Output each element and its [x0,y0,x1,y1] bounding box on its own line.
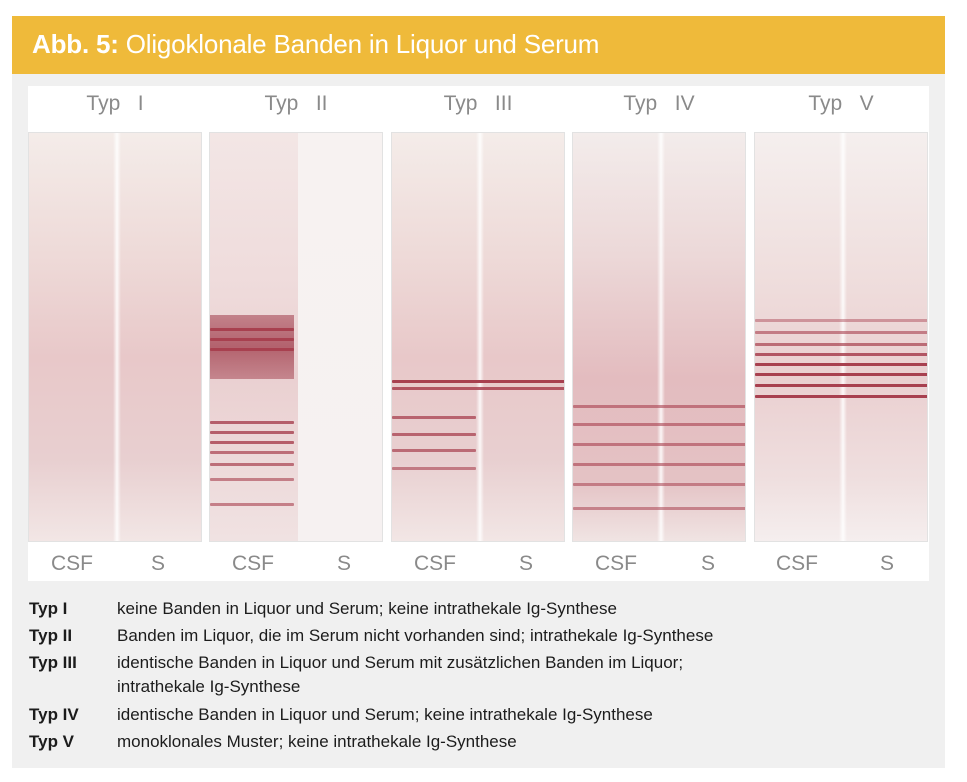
lane-label-csf: CSF [414,552,456,575]
band [210,421,294,424]
figure: Abb. 5: Oligoklonale Banden in Liquor un… [12,16,945,768]
lane-label-csf: CSF [232,552,274,575]
band [210,431,294,434]
band [210,451,294,454]
legend-definition: Banden im Liquor, die im Serum nicht vor… [117,626,714,645]
band [755,331,927,334]
legend-definition: identische Banden in Liquor und Serum mi… [117,653,684,672]
gel-strip-typ-3 [391,132,565,542]
figure-title: Abb. 5: Oligoklonale Banden in Liquor un… [32,29,599,60]
legend-term: Typ II [29,626,73,645]
dense-band-region [210,315,294,379]
band [573,507,745,510]
band [573,405,745,408]
band [755,363,927,366]
band [210,441,294,444]
band [392,467,476,470]
legend-definition: keine Banden in Liquor und Serum; keine … [117,599,617,618]
legend-definition: identische Banden in Liquor und Serum; k… [117,705,653,724]
lane-gap [476,133,484,541]
band [755,395,927,398]
type-label-1: Typ I [86,92,144,115]
lane-label-csf: CSF [51,552,93,575]
band [210,338,294,341]
band [392,387,564,390]
legend-term: Typ IV [29,705,79,724]
gel-strip-typ-5 [754,132,928,542]
legend-term: Typ I [29,599,68,618]
band [755,373,927,376]
band [755,353,927,356]
legend-term: Typ III [29,653,77,672]
band [755,319,927,322]
gel-strip-typ-2 [209,132,383,542]
band [392,449,476,452]
legend-term: Typ V [29,732,75,751]
serum-lane-clear [298,133,382,541]
band [573,423,745,426]
band [210,503,294,506]
band [755,384,927,387]
lane-label-serum: S [518,552,533,575]
lane-gap [657,133,665,541]
type-label-2: Typ II [264,92,328,115]
lane-label-serum: S [336,552,351,575]
lane-label-csf: CSF [776,552,818,575]
gel-strip-typ-4 [572,132,746,542]
title-bar: Abb. 5: Oligoklonale Banden in Liquor un… [12,16,945,74]
lane-label-csf: CSF [595,552,637,575]
figure-caption: Oligoklonale Banden in Liquor und Serum [125,29,600,59]
lane-gap [113,133,121,541]
band [755,343,927,346]
figure-number: Abb. 5: [32,29,119,59]
band [210,478,294,481]
type-label-5: Typ V [808,92,874,115]
type-label-3: Typ III [443,92,513,115]
legend-definition-continued: intrathekale Ig-Synthese [117,677,301,696]
band [573,463,745,466]
gel-strip-typ-1 [28,132,202,542]
band [392,380,564,383]
band [392,433,476,436]
band [210,348,294,351]
band [210,463,294,466]
electrophoresis-panel: Typ I Typ II Typ III Typ IV Typ V [28,86,929,581]
band [573,483,745,486]
band [573,443,745,446]
band [210,328,294,331]
type-label-4: Typ IV [623,92,695,115]
lane-label-serum: S [150,552,165,575]
lane-label-serum: S [700,552,715,575]
lane-gap [839,133,847,541]
legend-definition: monoklonales Muster; keine intrathekale … [117,732,517,751]
band [392,416,476,419]
lane-label-serum: S [879,552,894,575]
